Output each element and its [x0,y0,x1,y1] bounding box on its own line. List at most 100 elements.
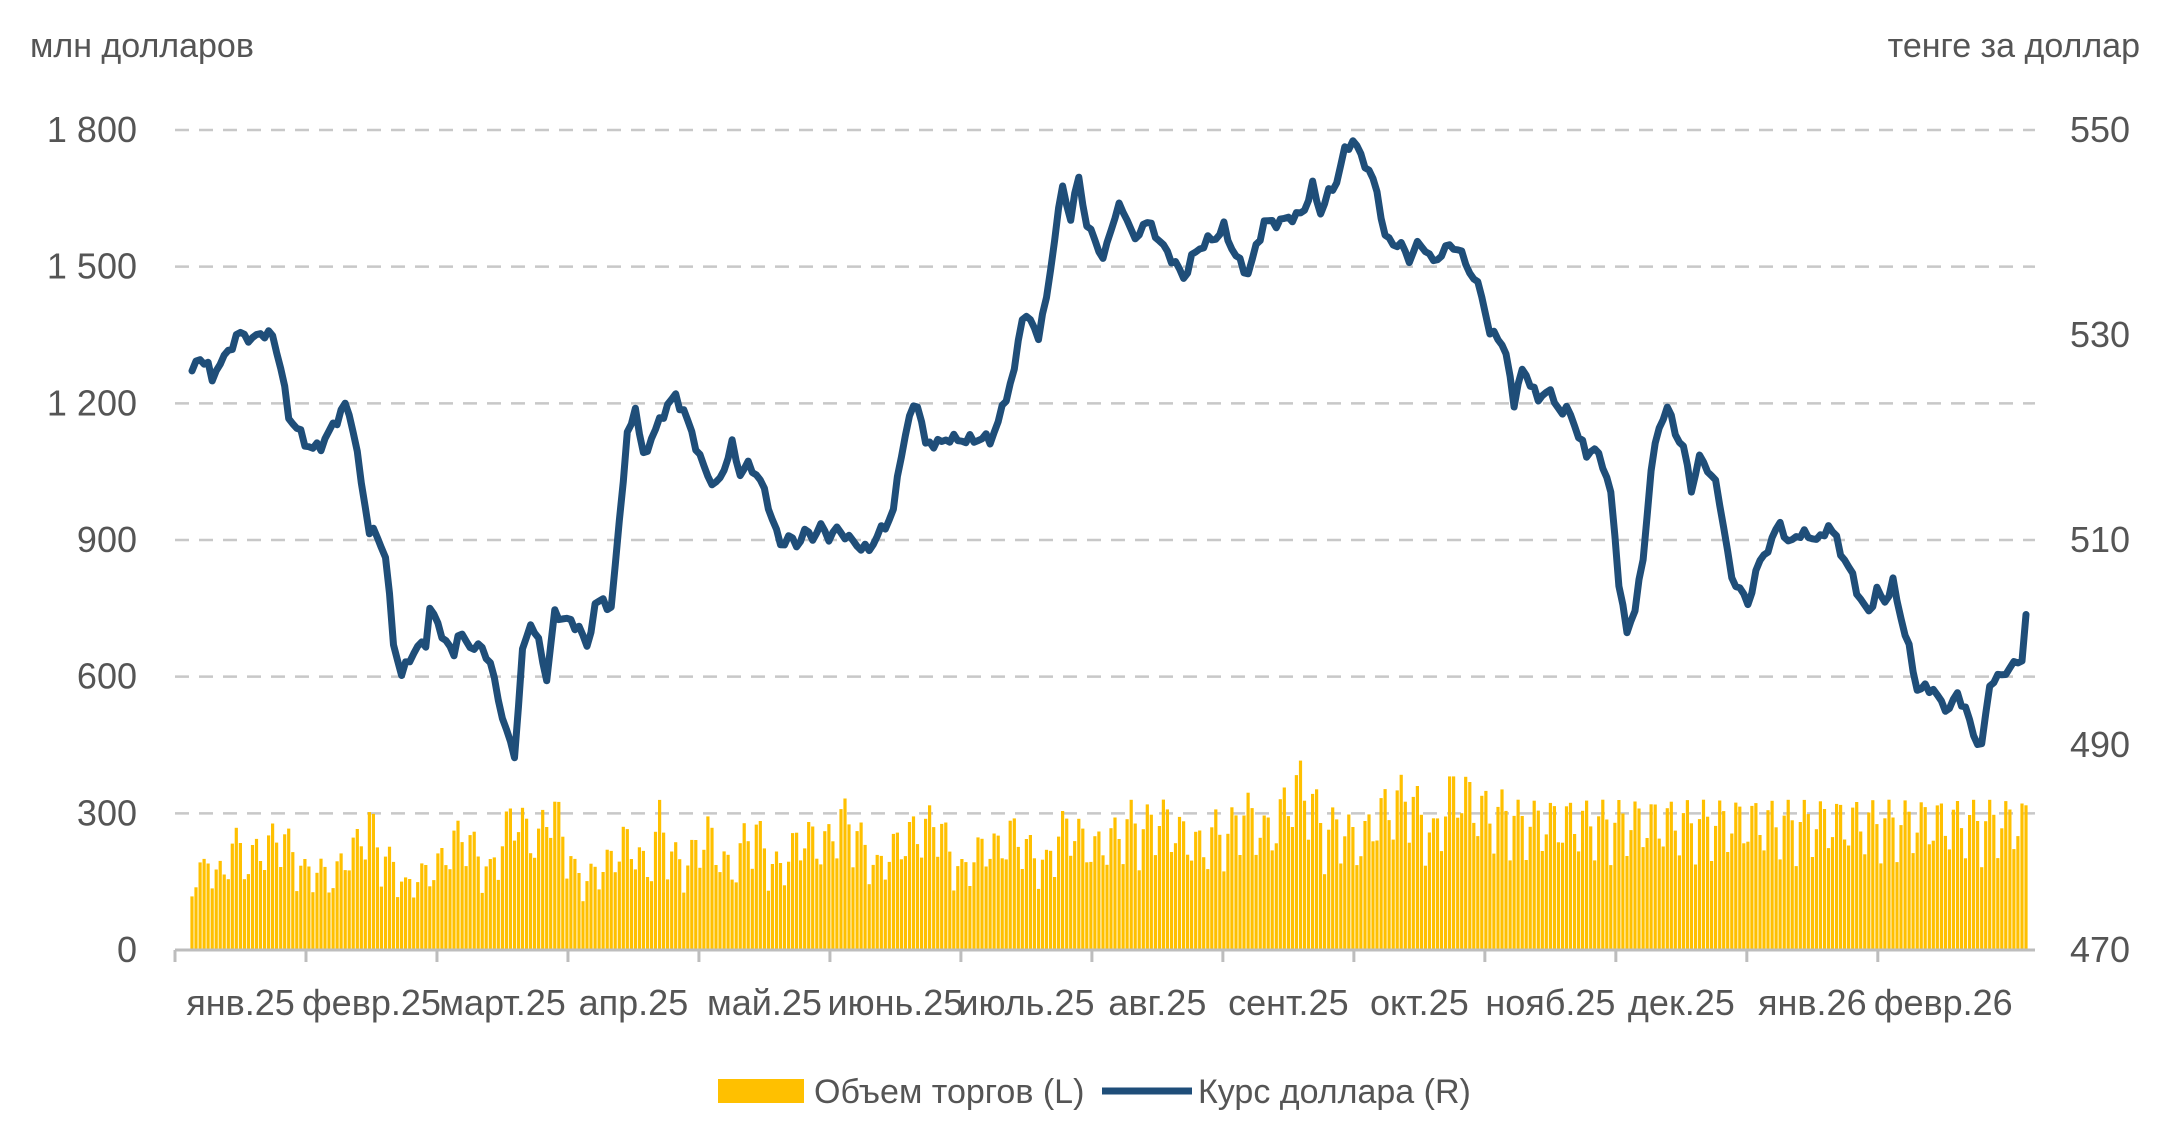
volume-bar [1564,806,1569,950]
volume-bar [1278,799,1282,950]
volume-bar [2020,803,2024,950]
volume-bar [1597,816,1601,950]
volume-bar [1750,805,1754,950]
volume-bar [956,866,960,950]
volume-bar [1351,827,1355,950]
volume-bar [1500,789,1504,950]
volume-bar [1754,803,1758,950]
volume-bar [1867,812,1871,950]
volume-bar [1548,802,1552,950]
volume-bar [448,869,452,950]
volume-bar [258,861,263,950]
volume-bar [1830,837,1835,950]
volume-bar [367,812,371,950]
volume-bar [1024,839,1028,950]
volume-bar [984,866,988,950]
volume-bar [2004,801,2008,950]
volume-bar [1157,826,1161,950]
volume-bar [1194,831,1198,950]
volume-bar [1899,825,1903,950]
x-tick-label: окт.25 [1370,982,1469,1023]
volume-bar [424,865,428,950]
volume-bar [428,886,432,950]
volume-bar [444,865,448,950]
volume-bar [1552,806,1556,950]
volume-bar [670,851,674,950]
volume-bar [396,897,400,950]
volume-bar [1036,888,1041,950]
volume-bar [1020,869,1024,950]
volume-bar [1919,802,1923,950]
volume-bar [436,853,440,950]
volume-bar [416,882,420,950]
volume-bar [1980,867,1984,950]
volume-bar [440,848,444,950]
volume-bar [565,878,569,950]
volume-bar [476,856,480,950]
volume-bar [1528,826,1532,950]
volume-bar [1907,811,1911,950]
volume-bar [1105,864,1109,950]
volume-bar [1028,835,1032,950]
volume-bar [1734,802,1738,950]
volume-bar [851,867,855,950]
volume-bar [516,832,521,950]
legend-volume-label: Объем торгов (L) [814,1073,1084,1111]
volume-bar [295,891,299,950]
volume-bar [1492,853,1496,950]
volume-bar [674,842,678,950]
volume-bar [1935,805,1939,950]
volume-bar [940,823,944,950]
right-tick-label: 510 [2070,519,2130,560]
volume-bar [803,848,807,950]
volume-bar [275,842,279,950]
volume-bar [404,877,408,950]
volume-bar [1593,860,1597,950]
volume-bar [924,818,928,950]
volume-bar [1883,818,1887,950]
right-axis-title: тенге за доллар [1888,27,2140,65]
volume-bar [533,857,537,950]
volume-bar [887,861,891,950]
volume-bar [1657,838,1661,950]
volume-bar [1439,851,1444,950]
left-tick-label: 600 [77,656,137,697]
volume-bar [379,886,383,950]
volume-bar [1968,815,1972,950]
volume-bar [1343,836,1347,950]
volume-bar [1718,800,1722,950]
volume-bar [895,832,899,950]
volume-bar [1298,760,1303,950]
volume-bar [879,855,883,950]
left-axis-ticks: 0 300 600 900 1 200 1 500 1 800 [47,109,137,970]
volume-bar [1601,799,1605,950]
volume-bar [520,807,525,950]
volume-bar [1851,807,1855,950]
volume-bar [815,858,819,950]
volume-bar [911,816,916,950]
volume-bar [1996,858,2000,950]
volume-bar [307,866,311,950]
volume-bar [1238,855,1242,950]
volume-bar [1875,824,1879,950]
volume-bar [609,850,613,950]
volume-bar [907,822,912,950]
volume-bar [1955,801,1960,950]
volume-bar [1190,860,1194,950]
volume-bar [1363,821,1367,950]
volume-bar [633,869,637,950]
volume-bar [1081,828,1085,950]
volume-bar [1258,837,1262,950]
volume-bar [766,890,770,950]
volume-bar [2016,836,2020,950]
volume-bar [702,849,706,950]
volume-bar [952,890,956,950]
volume-bar [291,852,295,950]
x-tick-label: апр.25 [579,982,689,1023]
volume-bar [1693,864,1698,950]
volume-bar [545,827,549,950]
volume-bar [1093,836,1097,950]
volume-bar [621,826,625,950]
volume-bar [1573,834,1577,950]
